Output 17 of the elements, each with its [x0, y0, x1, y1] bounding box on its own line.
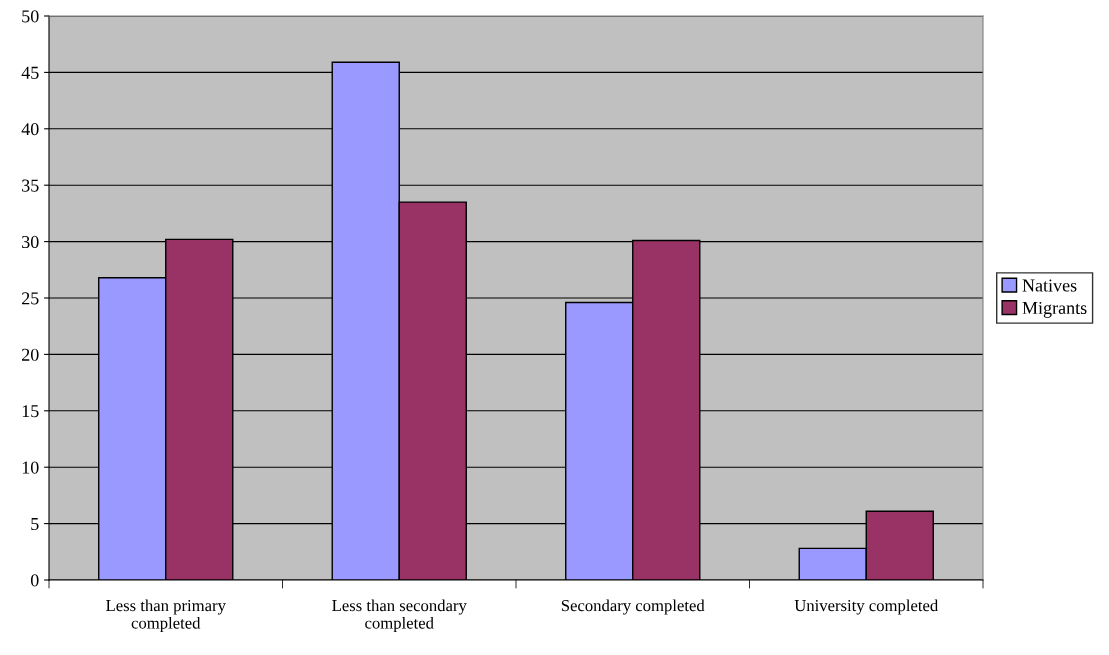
y-tick-label: 45 — [21, 66, 39, 79]
legend-label: Migrants — [1022, 301, 1087, 318]
legend-label: Natives — [1022, 279, 1077, 292]
y-tick-label: 50 — [22, 10, 39, 23]
y-tick-label: 40 — [21, 123, 39, 136]
y-tick-label: 20 — [22, 348, 39, 361]
y-tick-label: 15 — [22, 405, 39, 418]
y-tick-label: 5 — [31, 518, 39, 531]
x-tick-label: Less than primary completed — [106, 599, 226, 633]
y-tick-label: 10 — [22, 461, 39, 474]
x-tick-label: Less than secondary completed — [332, 599, 467, 633]
x-tick-label: University completed — [794, 599, 939, 615]
y-tick-label: 30 — [22, 235, 39, 249]
x-tick-label: Secondary completed — [561, 599, 705, 615]
y-tick-label: 25 — [22, 292, 39, 305]
y-tick-label: 35 — [22, 179, 39, 192]
y-tick-label: 0 — [30, 574, 39, 587]
